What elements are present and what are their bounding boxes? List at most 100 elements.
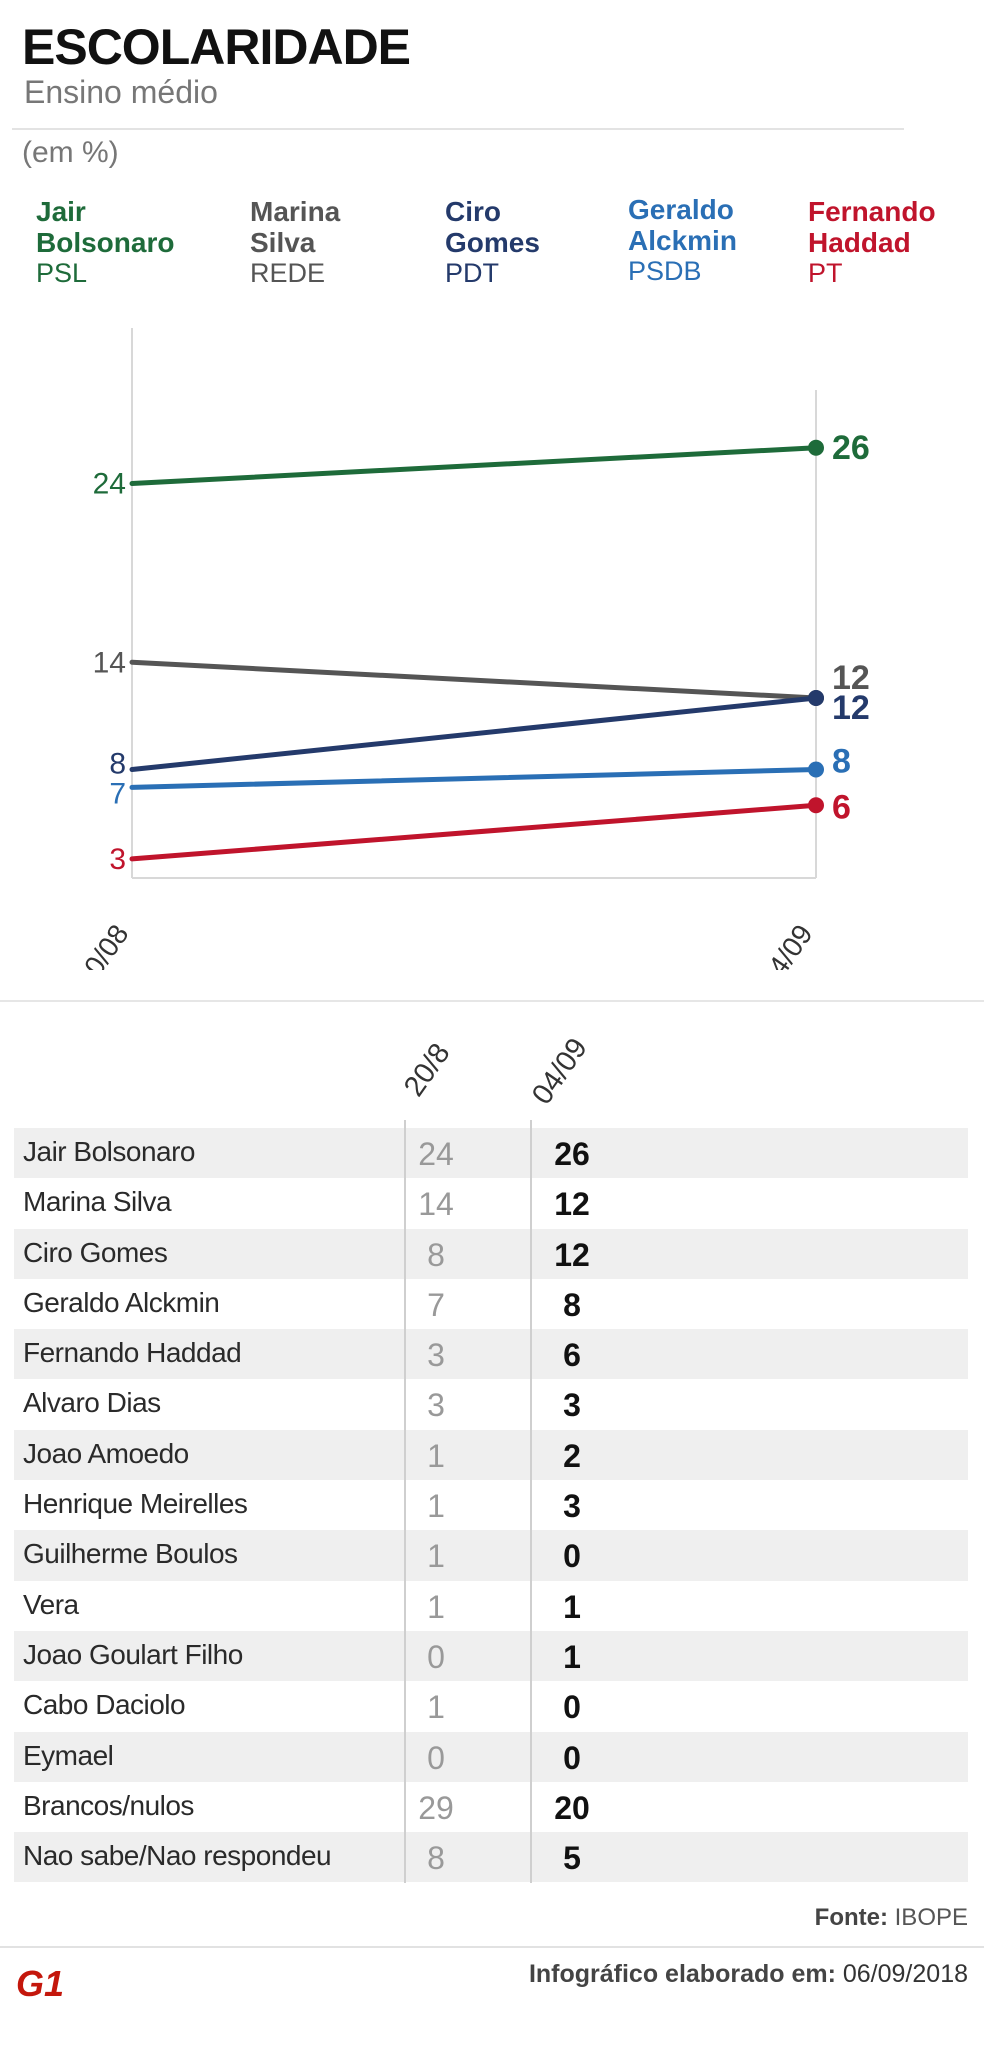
x-tick-label: 04/09 — [753, 919, 819, 970]
legend-party: REDE — [250, 258, 326, 288]
series-end-point — [808, 439, 824, 456]
value-04-09: 0 — [563, 1739, 581, 1776]
series-end-point — [808, 690, 824, 706]
value-04-09: 5 — [563, 1840, 581, 1877]
value-20-8: 1 — [427, 1588, 445, 1625]
value-04-09: 3 — [563, 1488, 581, 1525]
table-column-divider — [530, 1120, 532, 1883]
table-row: Henrique Meirelles 1 3 — [14, 1480, 968, 1530]
table-row: Guilherme Boulos 1 0 — [14, 1530, 968, 1581]
g1-logo: G1 — [16, 1963, 64, 2002]
legend-first-name: Jair — [36, 196, 86, 227]
legend-item: Fernando Haddad PT — [808, 196, 936, 289]
candidate-name: Brancos/nulos — [23, 1789, 194, 1821]
value-20-8: 1 — [427, 1538, 445, 1575]
candidate-name: Joao Amoedo — [23, 1437, 189, 1469]
candidate-name: Vera — [23, 1588, 79, 1620]
table-row: Vera 1 1 — [14, 1581, 968, 1631]
value-20-8: 1 — [427, 1437, 445, 1474]
value-04-09: 1 — [563, 1588, 581, 1625]
table-row: Jair Bolsonaro 24 26 — [14, 1128, 968, 1179]
candidate-name: Cabo Daciolo — [23, 1689, 186, 1721]
credit-note: Infográfico elaborado em: 06/09/2018 — [529, 1960, 968, 1989]
value-20-8: 1 — [427, 1488, 445, 1525]
candidate-name: Ciro Gomes — [23, 1236, 168, 1268]
data-label-start: 14 — [93, 646, 126, 679]
value-20-8: 14 — [418, 1186, 454, 1223]
candidate-name: Alvaro Dias — [23, 1387, 161, 1419]
legend-party: PSL — [36, 258, 88, 288]
data-label-end: 12 — [832, 689, 870, 727]
x-tick-label: 20/08 — [69, 919, 135, 970]
value-04-09: 6 — [563, 1337, 581, 1374]
value-20-8: 3 — [427, 1337, 445, 1374]
value-04-09: 12 — [554, 1186, 590, 1223]
results-table: Jair Bolsonaro 24 26 Marina Silva 14 12 Ciro G… — [14, 1120, 968, 1883]
value-20-8: 7 — [427, 1286, 445, 1323]
data-label-end: 8 — [832, 743, 851, 781]
table-row: Cabo Daciolo 1 0 — [14, 1681, 968, 1731]
value-20-8: 0 — [427, 1739, 445, 1776]
value-04-09: 12 — [554, 1236, 590, 1273]
candidate-name: Guilherme Boulos — [23, 1538, 238, 1570]
legend-item: Geraldo Alckmin PSDB — [628, 194, 737, 287]
legend-last-name: Alckmin — [628, 225, 737, 256]
series-line — [129, 767, 819, 790]
credit-date: 06/09/2018 — [842, 1960, 968, 1988]
table-row: Alvaro Dias 3 3 — [14, 1379, 968, 1429]
page-title: ESCOLARIDADE — [22, 19, 411, 75]
candidate-name: Fernando Haddad — [23, 1337, 242, 1369]
value-04-09: 1 — [563, 1638, 581, 1675]
legend-last-name: Bolsonaro — [36, 227, 175, 258]
divider — [0, 1946, 984, 1948]
legend-last-name: Silva — [250, 227, 316, 258]
legend-first-name: Fernando — [808, 196, 936, 227]
legend-party: PT — [808, 258, 843, 288]
legend-first-name: Marina — [250, 196, 341, 227]
source-note: Fonte: IBOPE — [815, 1904, 968, 1932]
series-line — [129, 659, 819, 701]
candidate-name: Marina Silva — [23, 1186, 172, 1218]
value-04-09: 26 — [554, 1136, 590, 1172]
series-line — [129, 445, 819, 486]
table-row: Eymael 0 0 — [14, 1731, 968, 1782]
series-line — [129, 802, 819, 862]
value-20-8: 29 — [418, 1789, 454, 1826]
value-20-8: 24 — [418, 1136, 454, 1172]
legend-item: Marina Silva REDE — [250, 196, 340, 289]
value-04-09: 8 — [563, 1286, 581, 1323]
data-label-end: 6 — [832, 788, 851, 826]
legend-first-name: Ciro — [445, 196, 501, 227]
value-20-8: 8 — [427, 1236, 445, 1273]
data-label-end: 12 — [832, 659, 870, 697]
value-04-09: 0 — [563, 1689, 581, 1726]
value-04-09: 20 — [554, 1789, 590, 1826]
divider — [0, 1000, 984, 1002]
value-20-8: 1 — [427, 1689, 445, 1726]
value-04-09: 0 — [563, 1538, 581, 1575]
table-column-header: 20/8 — [397, 1037, 457, 1103]
legend-last-name: Gomes — [445, 227, 540, 258]
candidate-name: Joao Goulart Filho — [23, 1638, 243, 1670]
table-row: Marina Silva 14 12 — [14, 1178, 968, 1228]
value-20-8: 8 — [427, 1840, 445, 1877]
table-row: Fernando Haddad 3 6 — [14, 1329, 968, 1380]
legend-item: Ciro Gomes PDT — [445, 196, 540, 289]
data-label-end: 26 — [832, 429, 870, 467]
table-row: Joao Goulart Filho 0 1 — [14, 1630, 968, 1682]
source-value: IBOPE — [894, 1904, 968, 1931]
divider — [12, 128, 904, 130]
legend-party: PDT — [445, 258, 499, 288]
table-row: Ciro Gomes 8 12 — [14, 1228, 968, 1279]
table-row: Joao Amoedo 1 2 — [14, 1429, 968, 1481]
series-end-point — [808, 797, 824, 814]
data-label-start: 8 — [109, 748, 126, 781]
data-label-start: 3 — [109, 843, 126, 876]
candidate-name: Eymael — [23, 1739, 114, 1771]
data-label-start: 24 — [93, 468, 126, 501]
legend-item: Jair Bolsonaro PSL — [36, 196, 174, 289]
candidate-name: Jair Bolsonaro — [23, 1136, 195, 1167]
table-row: Geraldo Alckmin 7 8 — [14, 1279, 968, 1329]
series-line — [129, 695, 819, 772]
